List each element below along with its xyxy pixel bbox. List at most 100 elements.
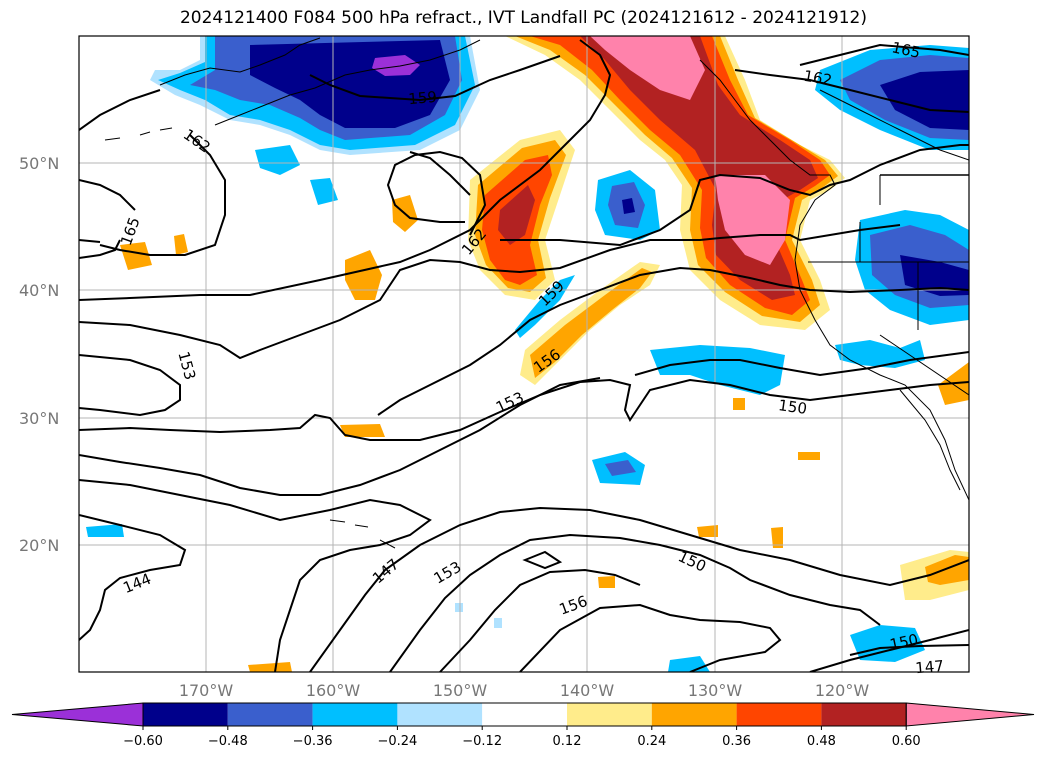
shade-orange-blob-d [174, 234, 188, 255]
contour-label: 159 [408, 88, 438, 108]
colorbar-frame [142, 702, 907, 727]
contour-label: 162 [180, 125, 214, 156]
contour-144-w [79, 514, 187, 641]
contour-165-ne [799, 43, 969, 66]
contour-147-central [79, 351, 969, 496]
lon-label: 150°W [433, 681, 488, 700]
shade-sky-dot2 [494, 618, 502, 628]
lon-label: 170°W [179, 681, 234, 700]
shaded-fields [86, 36, 969, 672]
contour-label: 150 [777, 396, 808, 418]
lat-label: 20°N [19, 536, 59, 555]
shade-orange-blob-g [697, 525, 718, 537]
colorbar-segment [482, 703, 567, 726]
colorbar-tick-label: 0.24 [637, 734, 666, 749]
shade-sky-blob-1 [255, 145, 300, 175]
lat-label: 40°N [19, 281, 59, 300]
contour-156-s [519, 603, 782, 672]
contour-159-loop [79, 39, 612, 301]
map-title: 2024121400 F084 500 hPa refract., IVT La… [179, 8, 867, 28]
colorbar-tick-label: −0.12 [462, 734, 502, 749]
lat-label: 50°N [19, 154, 59, 173]
contours [79, 39, 969, 672]
contour-label: 165 [890, 38, 922, 62]
shade-sky-band-30n [650, 345, 785, 395]
plot-frame [78, 35, 970, 673]
shade-orange-blob-k [798, 452, 820, 460]
lon-label: 120°W [815, 681, 870, 700]
shade-orange-tongue2 [530, 268, 652, 378]
contour-label: 150 [675, 547, 709, 575]
shade-navy-blob-e [622, 198, 635, 214]
shade-sky-ca [835, 340, 925, 368]
colorbar-segment [821, 703, 907, 726]
shade-orange-blob-c [120, 242, 152, 270]
shade-orange-blob-a [345, 250, 382, 300]
shade-orange-blob-f [248, 662, 292, 672]
lat-labels: 50°N 40°N 30°N 20°N [19, 154, 59, 555]
shade-orange-blob-h [771, 527, 783, 548]
contour-150-s [389, 533, 881, 672]
shade-sky-sc [850, 625, 925, 662]
coastlines [104, 37, 969, 549]
colorbar-segment [567, 703, 652, 726]
shade-orange-blob-e [340, 424, 385, 437]
lat-label: 30°N [19, 409, 59, 428]
contour-147-se [809, 629, 969, 672]
contour-small-loop [522, 550, 563, 570]
shade-sky-blob-2 [310, 178, 338, 205]
contour-162-ne [734, 69, 969, 113]
contour-inner-loop [386, 150, 487, 236]
colorbar-tick-label: −0.60 [123, 734, 163, 749]
contour-150-central [79, 378, 969, 441]
colorbar-right-arrow [905, 702, 1035, 727]
shade-pink-ar-north [590, 36, 705, 100]
contour-153-central [79, 354, 181, 417]
contour-153-s [439, 568, 641, 672]
colorbar-tick-label: −0.36 [293, 734, 333, 749]
lon-label: 140°W [560, 681, 615, 700]
colorbar-segment [312, 703, 398, 726]
shade-orange-blob-i [733, 398, 745, 410]
colorbar-tick-label: 0.60 [892, 734, 921, 749]
contour-162-main [79, 144, 969, 247]
contour-150-se [849, 644, 969, 656]
contour-label: 153 [431, 558, 465, 588]
colorbar: −0.60 −0.48 −0.36 −0.24 −0.12 0.12 0.24 0.36 0.4… [11, 702, 1035, 749]
colorbar-segment [651, 703, 737, 726]
contour-label: 147 [915, 657, 945, 677]
colorbar-segment [736, 703, 822, 726]
colorbar-segment [143, 703, 228, 726]
contour-147-s [309, 506, 969, 672]
shade-orange-blob-j [598, 576, 615, 588]
colorbar-left-arrow [11, 702, 144, 727]
lon-label: 160°W [306, 681, 361, 700]
colorbar-tick-label: −0.48 [208, 734, 248, 749]
colorbar-tick-label: 0.36 [722, 734, 751, 749]
contour-label: 162 [802, 67, 833, 90]
shade-firebrick-tongue1 [498, 185, 535, 245]
contour-label: 156 [557, 592, 590, 619]
shade-pink-ar-south [715, 175, 790, 265]
shade-sky-dot1 [455, 603, 463, 612]
contour-162-w [79, 89, 226, 256]
lon-label: 130°W [688, 681, 743, 700]
shade-blue-blob-25n [605, 460, 636, 476]
lon-labels: 170°W 160°W 150°W 140°W 130°W 120°W [179, 681, 870, 700]
colorbar-tick-label: 0.48 [807, 734, 836, 749]
contour-label: 150 [888, 630, 920, 654]
contour-144-south [79, 479, 432, 672]
colorbar-tick-label: −0.24 [377, 734, 417, 749]
contour-153-long [377, 266, 969, 416]
colorbar-tick-label: 0.12 [553, 734, 582, 749]
shade-purple-alaska [372, 55, 420, 76]
contour-label: 153 [174, 350, 199, 382]
contour-165-w [79, 179, 136, 259]
graticule [79, 36, 969, 672]
contour-label: 144 [120, 570, 153, 597]
shade-sky-blob-w [86, 524, 124, 537]
shade-orange-blob-l [925, 555, 969, 585]
shade-navy-east-big [900, 255, 969, 296]
shade-navy-ne [880, 70, 969, 130]
